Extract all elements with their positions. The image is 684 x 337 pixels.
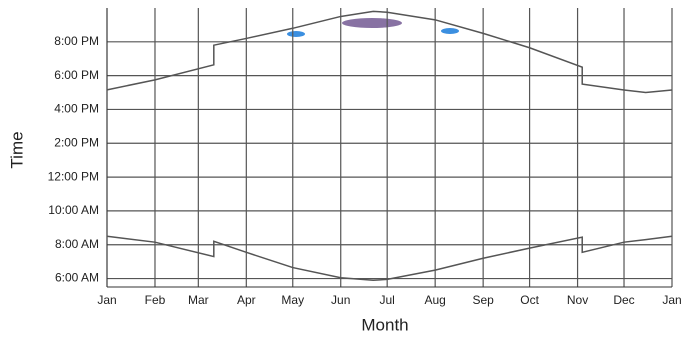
- y-tick-label: 6:00 AM: [55, 271, 99, 285]
- x-tick-label: Oct: [520, 293, 539, 307]
- x-tick-label: Nov: [567, 293, 588, 307]
- x-tick-label: Jan: [97, 293, 116, 307]
- line: [106, 10, 673, 94]
- x-tick-label: Jul: [380, 293, 395, 307]
- y-tick-label: 12:00 PM: [48, 169, 99, 183]
- y-tick-label: 8:00 AM: [55, 237, 99, 251]
- y-tick-label: 10:00 AM: [48, 203, 99, 217]
- x-axis-label: Month: [361, 315, 408, 334]
- y-tick-label: 2:00 PM: [54, 135, 99, 149]
- x-tick-label: May: [281, 293, 304, 307]
- line: [106, 235, 673, 281]
- x-tick-label: Jun: [331, 293, 350, 307]
- x-tick-label: Jan: [662, 293, 681, 307]
- blob: [342, 18, 402, 28]
- y-tick-label: 8:00 PM: [54, 34, 99, 48]
- x-tick-label: Mar: [188, 293, 209, 307]
- x-tick-label: Feb: [145, 293, 166, 307]
- y-tick-label: 6:00 PM: [54, 68, 99, 82]
- x-tick-label: Aug: [424, 293, 445, 307]
- blob: [441, 28, 459, 34]
- y-axis-label: Time: [7, 131, 26, 168]
- x-tick-label: Apr: [237, 293, 256, 307]
- y-tick-label: 4:00 PM: [54, 102, 99, 116]
- blob: [287, 31, 305, 37]
- x-tick-label: Dec: [613, 293, 634, 307]
- x-tick-label: Sep: [472, 293, 494, 307]
